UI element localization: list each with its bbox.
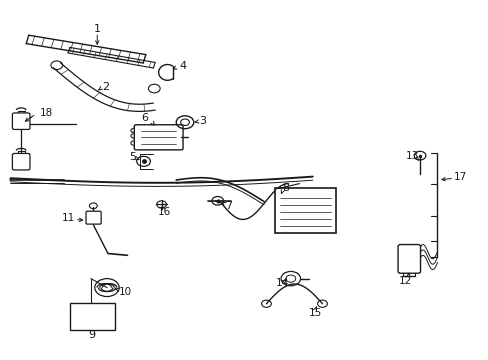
Text: 7: 7 <box>225 201 232 211</box>
Text: 9: 9 <box>88 330 95 340</box>
FancyBboxPatch shape <box>12 113 30 130</box>
Text: 13: 13 <box>405 150 419 161</box>
Text: 3: 3 <box>199 116 206 126</box>
Text: 6: 6 <box>141 113 148 123</box>
FancyBboxPatch shape <box>397 244 420 273</box>
Text: 18: 18 <box>40 108 53 118</box>
FancyBboxPatch shape <box>12 153 30 170</box>
Text: 5: 5 <box>128 152 136 162</box>
Text: 2: 2 <box>102 82 109 93</box>
FancyBboxPatch shape <box>275 188 335 233</box>
Text: 1: 1 <box>94 24 101 34</box>
Text: 17: 17 <box>453 172 466 182</box>
Text: 16: 16 <box>157 207 170 217</box>
Text: 11: 11 <box>61 213 75 223</box>
Text: 12: 12 <box>398 276 411 286</box>
Bar <box>70 303 115 330</box>
Text: 4: 4 <box>179 61 186 71</box>
Text: 14: 14 <box>275 278 288 288</box>
FancyBboxPatch shape <box>134 125 183 150</box>
Text: 15: 15 <box>308 308 321 318</box>
Text: 10: 10 <box>118 287 131 297</box>
FancyBboxPatch shape <box>86 211 101 224</box>
Text: 8: 8 <box>281 183 288 193</box>
